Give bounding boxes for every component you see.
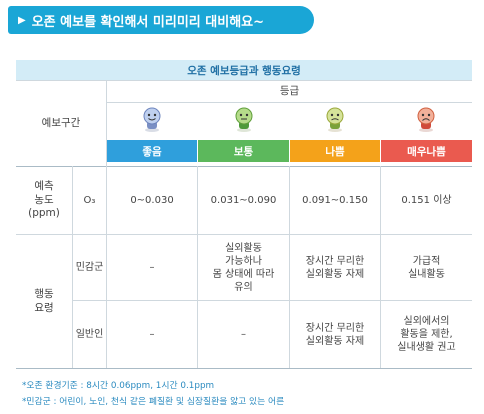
- concentration-very-bad: 0.151 이상: [401, 195, 452, 206]
- footnote-sensitive-group: *민감군 : 어린이, 노인, 천식 같은 폐질환 및 심장질환을 앓고 있는 …: [22, 397, 285, 407]
- section-banner: ▶ 오존 예보를 확인해서 미리미리 대비해요~: [8, 6, 314, 34]
- face-bad-icon: [326, 107, 344, 132]
- footnote-ozone-standard: *오존 환경기준 : 8시간 0.06ppm, 1시간 0.1ppm: [22, 381, 215, 391]
- grade-header: 등급: [279, 84, 300, 97]
- header-left-divider: [106, 80, 107, 166]
- action-middle-divider: [72, 300, 472, 301]
- general-very-bad: 실외에서의 활동을 제한, 실내생활 권고: [397, 316, 456, 353]
- label-divider: [72, 166, 73, 368]
- table-bottom-border: [16, 368, 472, 369]
- face-very-bad-icon: [417, 107, 435, 132]
- grade-header-divider: [106, 102, 472, 103]
- grade-bad: 나쁨: [290, 140, 380, 162]
- concentration-good: 0~0.030: [130, 195, 174, 206]
- general-good: –: [149, 329, 155, 340]
- forecast-section-label: 예보구간: [41, 116, 81, 129]
- face-good-icon: [143, 107, 161, 132]
- col-divider-1: [197, 166, 198, 368]
- concentration-normal: 0.031~0.090: [210, 195, 277, 206]
- general-bad: 장시간 무리한 실외활동 자제: [305, 322, 365, 347]
- sensitive-very-bad: 가급적 실내활동: [408, 255, 445, 280]
- sublabel-divider: [106, 166, 107, 368]
- general-normal: –: [241, 329, 246, 340]
- concentration-bad: 0.091~0.150: [302, 195, 368, 206]
- substance-label: O₃: [83, 195, 96, 206]
- header-bottom-border: [16, 166, 472, 167]
- triangle-arrow-icon: ▶: [18, 14, 26, 26]
- sensitive-normal: 실외활동 가능하나 몸 상태에 따라 유의: [212, 242, 275, 293]
- action-label: 행동 요령: [34, 287, 54, 314]
- table-top-border: [16, 80, 472, 81]
- col-divider-3: [380, 166, 381, 368]
- sensitive-good: –: [149, 262, 155, 273]
- sensitive-group-label: 민감군: [75, 262, 104, 273]
- col-divider-2: [289, 166, 290, 368]
- grade-normal: 보통: [198, 140, 289, 162]
- concentration-bottom-border: [16, 234, 472, 235]
- grade-good: 좋음: [107, 140, 197, 162]
- grade-very-bad: 매우나쁨: [381, 140, 472, 162]
- general-group-label: 일반인: [75, 329, 104, 340]
- table-title: 오존 예보등급과 행동요령: [16, 60, 472, 80]
- sensitive-bad: 장시간 무리한 실외활동 자제: [305, 255, 365, 280]
- face-normal-icon: [235, 107, 253, 132]
- concentration-label: 예측 농도 (ppm): [28, 180, 60, 220]
- banner-text: 오존 예보를 확인해서 미리미리 대비해요~: [31, 14, 265, 30]
